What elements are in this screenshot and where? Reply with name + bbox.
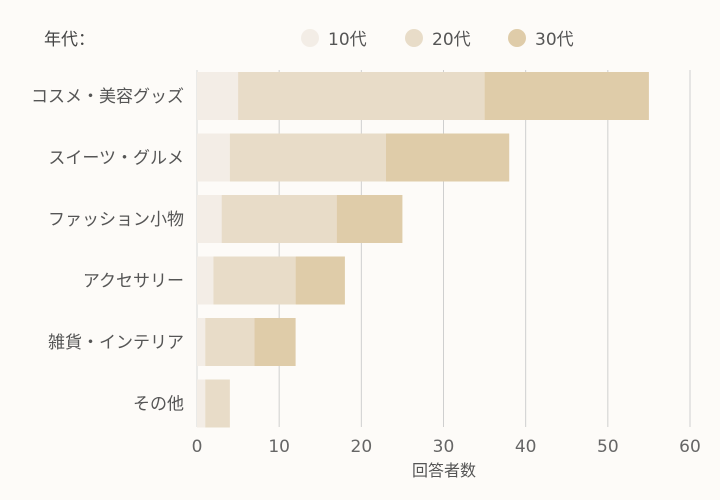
bar-5-series-2	[205, 318, 255, 366]
x-tick-label: 20	[351, 437, 373, 457]
legend-swatch-3	[508, 29, 526, 47]
legend-swatch-2	[405, 29, 423, 47]
x-tick-label: 30	[433, 437, 455, 457]
bar-4-series-2	[213, 256, 296, 305]
bar-1-series-2	[238, 72, 485, 120]
legend: 年代： 10代 20代 30代	[44, 29, 574, 50]
x-tick-label: 10	[268, 437, 290, 457]
bar-5-series-3	[254, 318, 296, 366]
bar-1-series-1	[197, 72, 239, 120]
bar-3-series-1	[197, 195, 222, 243]
x-tick-label: 0	[192, 437, 203, 457]
legend-title: 年代：	[44, 30, 95, 50]
category-label: コスメ・美容グッズ	[31, 87, 184, 107]
x-tick-label: 60	[679, 437, 701, 457]
bar-1-series-3	[484, 72, 649, 120]
x-tick-labels: 0 10 20 30 40 50 60	[192, 437, 701, 457]
category-label: スイーツ・グルメ	[48, 149, 184, 169]
bar-2-series-3	[385, 133, 510, 182]
category-label: その他	[133, 395, 184, 415]
x-tick-label: 50	[597, 437, 619, 457]
bar-3-series-3	[336, 195, 403, 243]
legend-label-1: 10代	[328, 30, 367, 50]
legend-swatch-1	[301, 29, 319, 47]
bars	[197, 72, 649, 428]
x-tick-label: 40	[515, 437, 537, 457]
category-label: アクセサリー	[83, 272, 184, 292]
category-label: 雑貨・インテリア	[48, 333, 184, 353]
category-label: ファッション小物	[48, 210, 184, 230]
gridlines	[196, 70, 691, 427]
bar-4-series-1	[197, 256, 214, 305]
bar-4-series-3	[295, 256, 345, 305]
bar-3-series-2	[221, 195, 337, 243]
legend-label-2: 20代	[432, 30, 471, 50]
bar-6-series-1	[197, 379, 206, 428]
x-axis-title: 回答者数	[412, 461, 476, 480]
legend-label-3: 30代	[535, 30, 574, 50]
category-labels: コスメ・美容グッズスイーツ・グルメファッション小物アクセサリー雑貨・インテリアそ…	[31, 87, 184, 415]
bar-5-series-1	[197, 318, 206, 366]
bar-6-series-2	[205, 379, 230, 428]
bar-2-series-2	[229, 133, 386, 182]
bar-2-series-1	[197, 133, 230, 182]
